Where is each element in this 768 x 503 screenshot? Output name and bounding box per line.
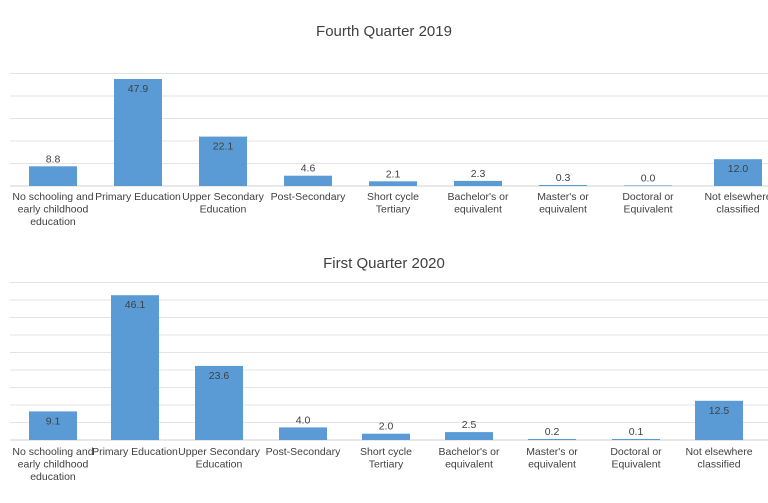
bar — [195, 365, 243, 440]
category-label-line: Master's or — [526, 446, 578, 458]
bar — [29, 166, 77, 186]
chart-1: Fourth Quarter 2019 8.8 No schooling and ea… — [10, 23, 768, 228]
category-label: Not elsewhere classified — [685, 446, 752, 471]
chart-title: Fourth Quarter 2019 — [316, 23, 452, 40]
data-label: 12.5 — [709, 405, 730, 417]
category-label: Master's or equivalent — [537, 191, 589, 216]
category-label-line: Master's or — [537, 191, 589, 203]
category-label: Bachelor's or equivalent — [439, 446, 500, 471]
category-label: Doctoral or Equivalent — [622, 191, 674, 216]
category-label-line: Equivalent — [623, 204, 672, 216]
category-label: Upper Secondary Education — [178, 446, 260, 471]
category-label: Short cycle Tertiary — [360, 446, 412, 471]
chart-2: First Quarter 2020 9.1 No schooling and ear… — [10, 255, 768, 483]
category-label-line: Not elsewhere — [704, 191, 768, 203]
category-label-line: No schooling and — [12, 191, 93, 203]
category-label-line: Primary Education — [92, 446, 178, 458]
category-label-line: early childhood — [18, 204, 89, 216]
bar — [714, 159, 762, 186]
category-label-line: Short cycle — [360, 446, 412, 458]
bar — [612, 439, 660, 440]
category-label-line: equivalent — [528, 459, 576, 471]
data-label: 2.1 — [386, 168, 401, 180]
category-label-line: Bachelor's or — [439, 446, 500, 458]
category-label: Doctoral or Equivalent — [610, 446, 662, 471]
category-label: Post-Secondary — [271, 191, 346, 203]
chart-title: First Quarter 2020 — [323, 255, 445, 272]
data-label: 47.9 — [128, 83, 149, 95]
category-label: Not elsewhere classified — [704, 191, 768, 216]
bar — [29, 411, 77, 440]
data-label: 0.3 — [556, 172, 571, 184]
category-label-line: Doctoral or — [610, 446, 662, 458]
bar — [279, 427, 327, 440]
category-label-line: Upper Secondary — [178, 446, 260, 458]
category-label: Primary Education — [92, 446, 178, 458]
bar — [445, 432, 493, 440]
category-label: Bachelor's or equivalent — [448, 191, 509, 216]
bar — [111, 295, 159, 440]
category-label-line: Equivalent — [611, 459, 660, 471]
data-label: 0.1 — [629, 426, 644, 438]
bar — [528, 439, 576, 440]
bar — [454, 180, 502, 186]
category-label-line: classified — [716, 204, 759, 216]
data-label: 23.6 — [209, 370, 230, 382]
category-label-line: classified — [697, 459, 740, 471]
category-label-line: equivalent — [539, 204, 587, 216]
bar — [199, 136, 247, 186]
category-label-line: Doctoral or — [622, 191, 674, 203]
data-label: 22.1 — [213, 141, 234, 153]
category-label: No schooling and early childhood education — [12, 446, 93, 483]
category-label: Upper Secondary Education — [182, 191, 264, 216]
category-label: Master's or equivalent — [526, 446, 578, 471]
data-label: 4.0 — [296, 414, 311, 426]
data-label: 46.1 — [125, 299, 146, 311]
category-label: Post-Secondary — [266, 446, 341, 458]
category-label-line: Short cycle — [367, 191, 419, 203]
category-label-line: No schooling and — [12, 446, 93, 458]
category-label-line: Primary Education — [95, 191, 181, 203]
category-label-line: education — [30, 216, 76, 228]
category-label-line: Post-Secondary — [266, 446, 341, 458]
category-label-line: Education — [196, 459, 243, 471]
category-label-line: early childhood — [18, 459, 89, 471]
bar — [362, 433, 410, 440]
category-label-line: Bachelor's or — [448, 191, 509, 203]
category-label-line: equivalent — [454, 204, 502, 216]
bar — [114, 79, 162, 186]
bar — [539, 185, 587, 186]
category-label: No schooling and early childhood education — [12, 191, 93, 228]
category-label-line: Upper Secondary — [182, 191, 264, 203]
data-label: 2.0 — [379, 421, 394, 433]
category-label-line: education — [30, 471, 76, 483]
data-label: 4.6 — [301, 163, 316, 175]
data-label: 12.0 — [728, 163, 749, 175]
data-label: 0.2 — [545, 426, 560, 438]
category-label-line: Tertiary — [369, 459, 404, 471]
data-label: 2.5 — [462, 419, 477, 431]
bar — [624, 185, 672, 186]
category-label: Short cycle Tertiary — [367, 191, 419, 216]
category-label-line: equivalent — [445, 459, 493, 471]
bar — [369, 181, 417, 186]
bar — [695, 400, 743, 441]
category-label-line: Education — [200, 204, 247, 216]
category-label-line: Tertiary — [376, 204, 411, 216]
bar — [284, 175, 332, 186]
data-label: 9.1 — [46, 415, 61, 427]
category-label-line: Not elsewhere — [685, 446, 752, 458]
data-label: 8.8 — [46, 153, 61, 165]
category-label-line: Post-Secondary — [271, 191, 346, 203]
data-label: 0.0 — [641, 172, 656, 184]
data-label: 2.3 — [471, 168, 486, 180]
category-label: Primary Education — [95, 191, 181, 203]
